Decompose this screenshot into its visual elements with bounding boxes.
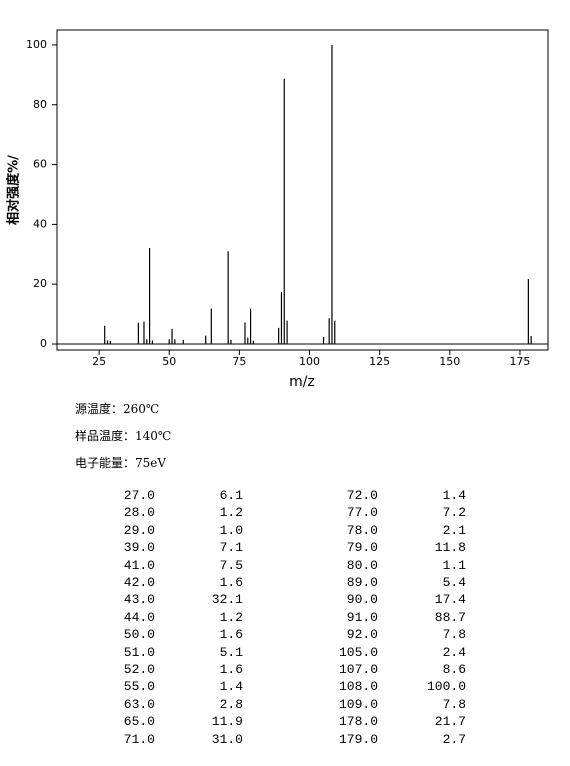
- mz-cell: 44.0: [123, 609, 155, 625]
- intensity-cell: 2.1: [442, 522, 466, 538]
- intensity-cell: 21.7: [434, 714, 466, 730]
- intensity-cell: 1.6: [219, 627, 243, 643]
- intensity-cell: 1.2: [219, 609, 243, 625]
- y-axis-label: 相对强度%/: [6, 155, 22, 225]
- intensity-cell: 7.2: [442, 505, 466, 521]
- mz-cell: 89.0: [346, 575, 378, 590]
- intensity-cell: 2.8: [219, 696, 243, 712]
- mz-cell: 79.0: [346, 540, 378, 556]
- mz-cell: 179.0: [338, 731, 378, 747]
- x-tick-label: 125: [369, 355, 390, 368]
- intensity-cell: 1.1: [442, 557, 466, 573]
- intensity-cell: 1.2: [219, 505, 243, 521]
- mz-cell: 90.0: [346, 592, 378, 608]
- mz-cell: 52.0: [123, 662, 155, 677]
- intensity-cell: 17.4: [434, 592, 466, 608]
- x-tick-label: 100: [299, 355, 320, 368]
- intensity-cell: 7.5: [219, 557, 243, 573]
- mz-cell: 29.0: [123, 522, 155, 538]
- intensity-cell: 1.6: [219, 575, 243, 590]
- intensity-cell: 31.0: [211, 731, 243, 747]
- mz-cell: 91.0: [346, 609, 378, 625]
- mz-cell: 51.0: [123, 644, 155, 660]
- mz-cell: 43.0: [123, 592, 155, 608]
- intensity-cell: 11.8: [434, 540, 466, 556]
- intensity-cell: 6.1: [219, 488, 243, 503]
- x-tick-label: 25: [92, 355, 106, 368]
- mz-cell: 65.0: [123, 714, 155, 730]
- mz-cell: 71.0: [123, 731, 155, 747]
- y-tick-label: 20: [33, 277, 47, 290]
- intensity-cell: 1.4: [219, 679, 243, 695]
- x-axis-label: m/z: [289, 374, 315, 390]
- intensity-cell: 1.4: [442, 488, 466, 503]
- x-tick-label: 50: [162, 355, 176, 368]
- mz-cell: 63.0: [123, 696, 155, 712]
- mz-cell: 107.0: [338, 662, 378, 677]
- intensity-cell: 32.1: [211, 592, 243, 608]
- mz-cell: 28.0: [123, 505, 155, 521]
- intensity-cell: 88.7: [434, 609, 466, 625]
- info-line: 源温度：260℃: [75, 402, 160, 416]
- intensity-cell: 100.0: [426, 679, 466, 695]
- y-tick-label: 0: [40, 337, 47, 350]
- mz-cell: 77.0: [346, 505, 378, 521]
- plot-frame: [56, 29, 549, 351]
- mz-cell: 178.0: [338, 714, 378, 730]
- y-tick-label: 60: [33, 158, 47, 171]
- mz-cell: 78.0: [346, 522, 378, 538]
- intensity-cell: 5.4: [442, 575, 466, 590]
- mz-cell: 41.0: [123, 557, 155, 573]
- info-line: 电子能量：75eV: [75, 456, 167, 470]
- intensity-cell: 7.8: [442, 696, 466, 712]
- mz-cell: 109.0: [338, 696, 378, 712]
- y-tick-label: 40: [33, 217, 47, 230]
- x-tick-label: 175: [509, 355, 530, 368]
- mz-cell: 42.0: [123, 575, 155, 590]
- y-tick-label: 80: [33, 98, 47, 111]
- intensity-cell: 2.7: [442, 731, 466, 747]
- x-tick-label: 75: [232, 355, 246, 368]
- y-tick-label: 100: [26, 38, 47, 51]
- mz-cell: 39.0: [123, 540, 155, 556]
- mz-cell: 50.0: [123, 627, 155, 643]
- intensity-cell: 7.8: [442, 627, 466, 643]
- mz-cell: 108.0: [338, 679, 378, 695]
- mz-cell: 105.0: [338, 644, 378, 660]
- info-line: 样品温度：140℃: [75, 429, 172, 443]
- mz-cell: 72.0: [346, 488, 378, 503]
- mz-cell: 80.0: [346, 557, 378, 573]
- mz-cell: 92.0: [346, 627, 378, 643]
- intensity-cell: 2.4: [442, 644, 466, 660]
- chart: m/z 相对强度%/ 0 20 40 60 80 100 25 50 75 100 125 150 17…: [6, 29, 549, 390]
- mz-cell: 55.0: [123, 679, 155, 695]
- intensity-cell: 1.6: [219, 662, 243, 677]
- intensity-cell: 8.6: [442, 662, 466, 677]
- intensity-cell: 11.9: [211, 714, 243, 730]
- mz-cell: 27.0: [123, 488, 155, 503]
- intensity-cell: 7.1: [219, 540, 243, 556]
- intensity-cell: 5.1: [219, 644, 243, 660]
- intensity-cell: 1.0: [219, 522, 243, 538]
- x-tick-label: 150: [439, 355, 460, 368]
